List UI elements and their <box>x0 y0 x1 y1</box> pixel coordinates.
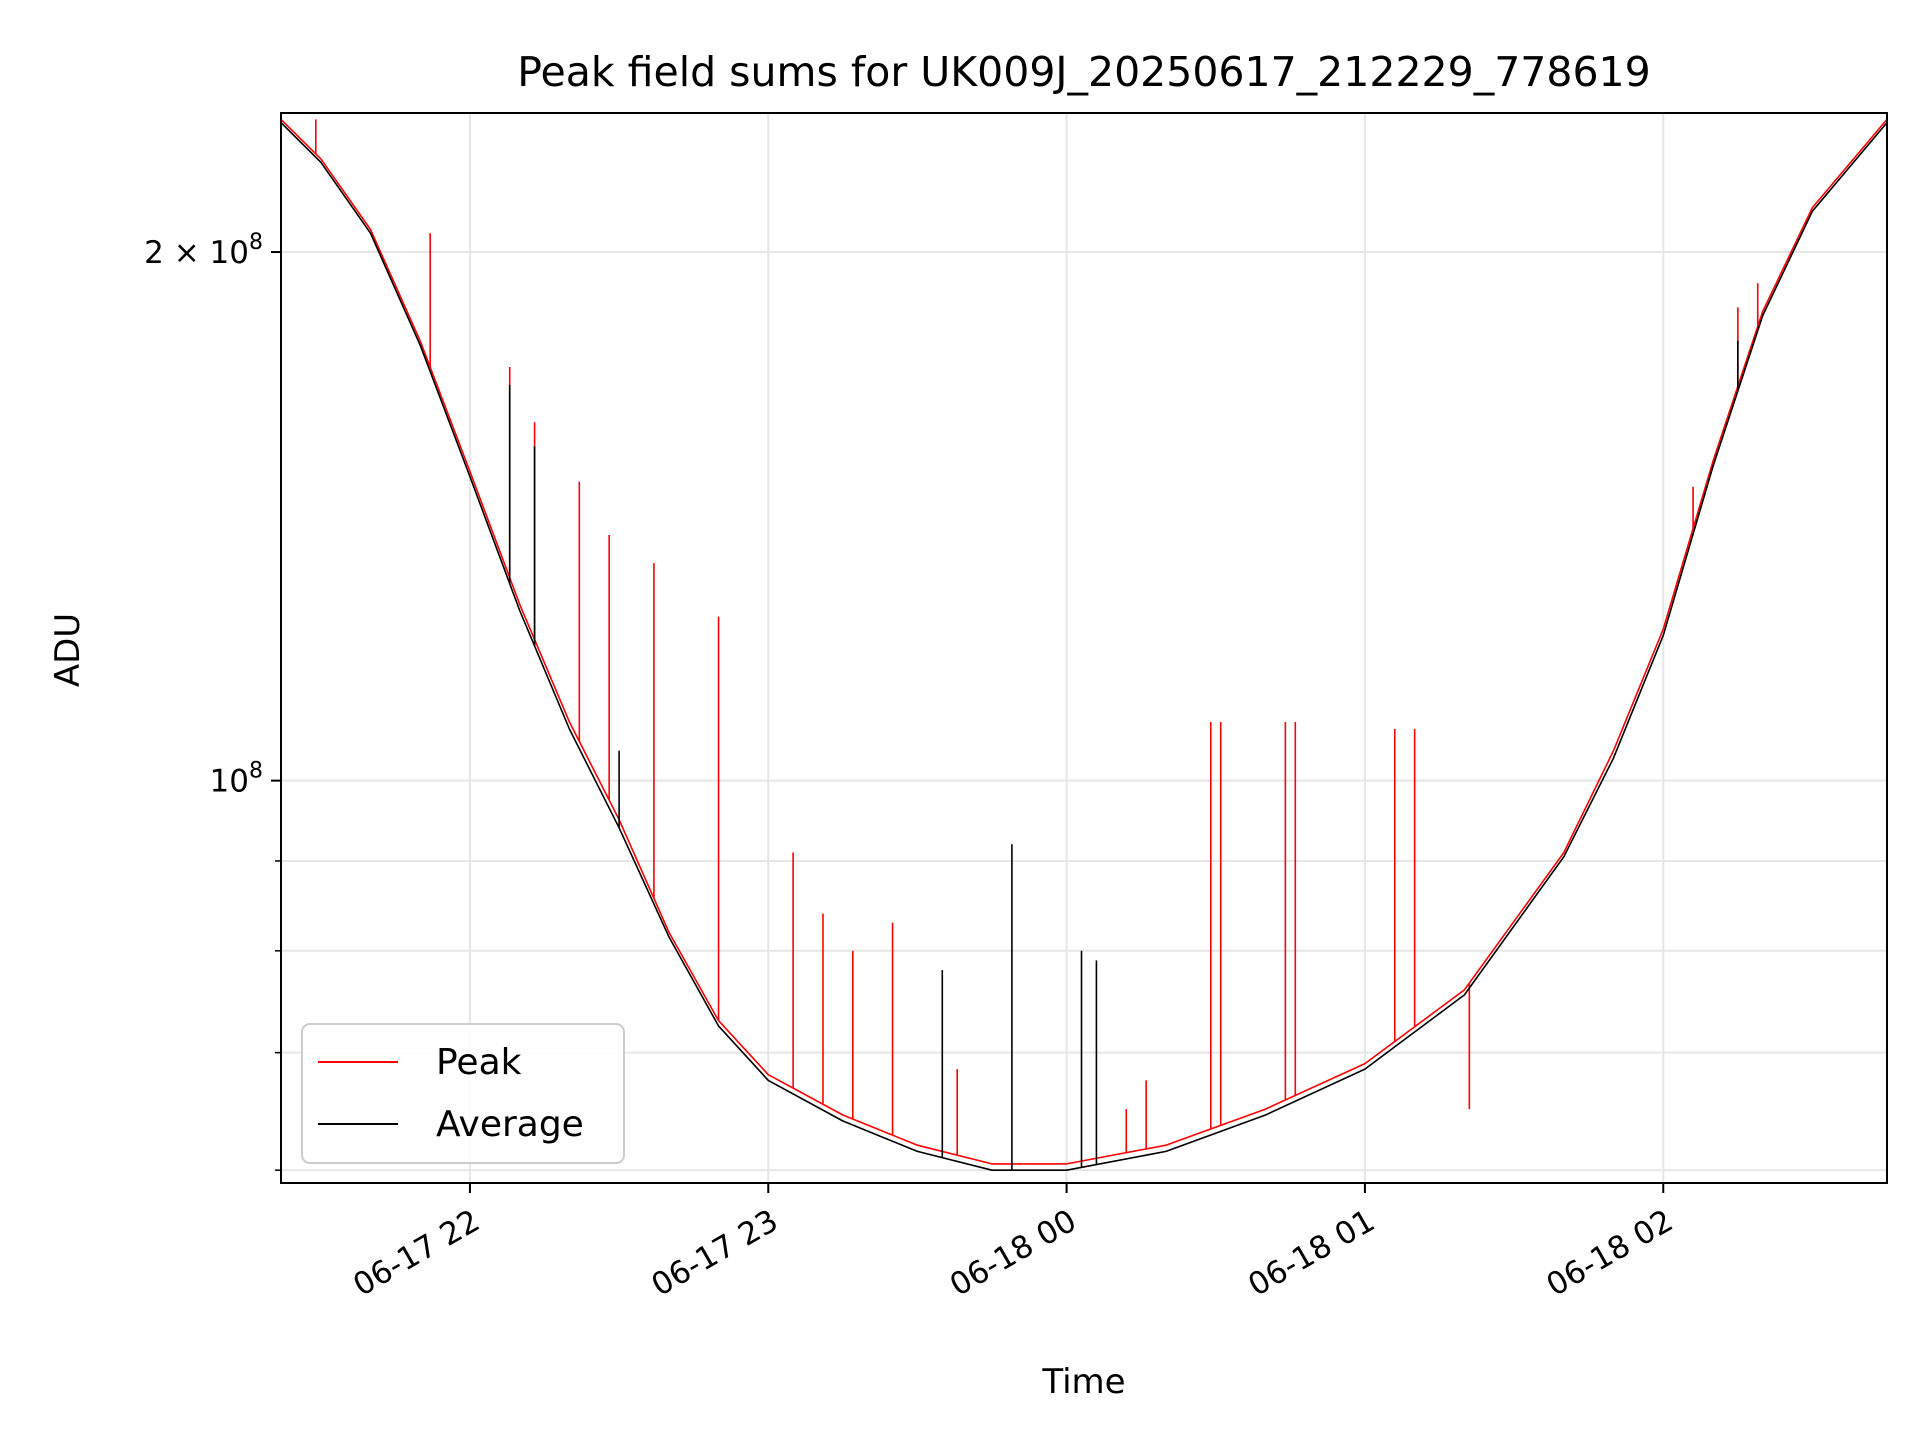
x-tick-label: 06-17 23 <box>646 1203 785 1304</box>
y-tick-label: 108 <box>210 759 263 800</box>
legend: Peak Average <box>301 1023 625 1164</box>
series-peak <box>280 118 1888 1165</box>
series-line-peak <box>280 118 1888 1165</box>
y-tick-label: 2 × 108 <box>144 230 263 271</box>
x-axis: 06-17 22 06-17 23 06-18 00 06-18 01 06-18 02 <box>347 1183 1679 1304</box>
grid <box>281 113 1887 1183</box>
y-axis-title: ADU <box>48 613 88 687</box>
series-line-average <box>280 122 1888 1171</box>
x-tick-label: 06-18 02 <box>1541 1203 1680 1304</box>
plot-frame <box>280 112 1888 1184</box>
x-axis-title: Time <box>1041 1362 1125 1402</box>
legend-label-average: Average <box>436 1104 584 1145</box>
chart-title: Peak field sums for UK009J_20250617_2122… <box>517 48 1650 96</box>
legend-label-peak: Peak <box>436 1042 522 1083</box>
series-average <box>280 122 1888 1171</box>
x-tick-label: 06-18 01 <box>1242 1203 1381 1304</box>
series-layer <box>280 118 1888 1171</box>
x-tick-label: 06-18 00 <box>944 1203 1083 1304</box>
legend-box <box>301 1023 625 1164</box>
x-tick-label: 06-17 22 <box>347 1203 486 1304</box>
y-axis: 108 2 × 108 <box>144 230 281 1171</box>
